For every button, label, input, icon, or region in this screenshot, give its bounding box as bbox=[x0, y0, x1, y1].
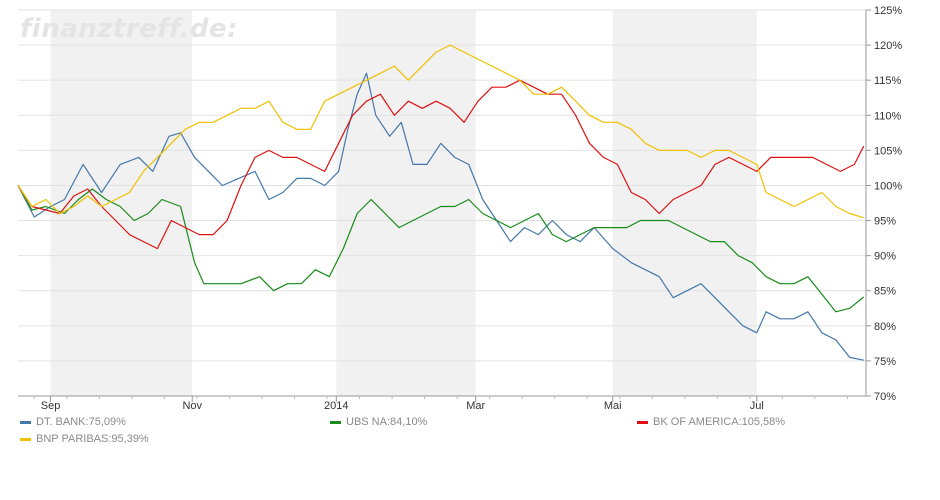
legend-label: BNP PARIBAS bbox=[36, 433, 111, 445]
legend-swatch bbox=[330, 420, 341, 424]
legend-label: DT. BANK bbox=[36, 416, 89, 428]
legend-item-ubs-na[interactable]: UBS NA 84,10% bbox=[330, 416, 427, 428]
y-tick-label: 100% bbox=[874, 180, 902, 192]
x-tick-label: Mai bbox=[604, 400, 622, 412]
legend-item-bk-of-america[interactable]: BK OF AMERICA 105,58% bbox=[637, 416, 785, 428]
axes: 125% 120% 115% 110% 105% 100% 95% 90% 85% 80% 75% 7… bbox=[18, 5, 902, 412]
watermark: finanztreff.de: bbox=[20, 14, 239, 44]
legend-value: 95,39% bbox=[111, 433, 149, 445]
legend-value: 75,09% bbox=[88, 416, 126, 428]
y-tick-label: 110% bbox=[874, 110, 902, 122]
y-tick-label: 75% bbox=[874, 356, 896, 368]
y-tick-label: 125% bbox=[874, 5, 902, 17]
legend-label: UBS NA bbox=[346, 416, 390, 428]
shaded-bands bbox=[50, 10, 757, 396]
y-tick-label: 80% bbox=[874, 321, 896, 333]
y-tick-label: 105% bbox=[874, 145, 902, 157]
legend-label: BK OF AMERICA bbox=[653, 416, 742, 428]
y-tick-label: 115% bbox=[874, 75, 902, 87]
x-tick-label: Nov bbox=[182, 400, 202, 412]
series-line-bnp-paribas bbox=[17, 44, 864, 219]
series-line-bk-of-america bbox=[17, 79, 865, 250]
legend-item-bnp-paribas[interactable]: BNP PARIBAS 95,39% bbox=[20, 433, 149, 445]
series-line-dt-bank bbox=[17, 72, 864, 361]
x-tick-label: Mar bbox=[466, 400, 485, 412]
legend: DT. BANK 75,09% UBS NA 84,10% BK OF AMER… bbox=[20, 416, 920, 456]
shaded-band bbox=[336, 10, 476, 396]
y-tick-label: 120% bbox=[874, 40, 902, 52]
series-lines bbox=[17, 44, 865, 361]
legend-value: 105,58% bbox=[741, 416, 786, 428]
legend-swatch bbox=[20, 437, 31, 441]
y-tick-label: 85% bbox=[874, 286, 896, 298]
y-tick-label: 90% bbox=[874, 251, 896, 263]
legend-swatch bbox=[637, 420, 648, 424]
legend-item-dt-bank[interactable]: DT. BANK 75,09% bbox=[20, 416, 126, 428]
shaded-band bbox=[612, 10, 757, 396]
x-tick-label: Jul bbox=[750, 400, 764, 412]
x-tick-label: Sep bbox=[41, 400, 61, 412]
series-line-ubs-na bbox=[17, 185, 865, 313]
y-tick-label: 95% bbox=[874, 216, 896, 228]
y-tick-label: 70% bbox=[874, 391, 896, 403]
legend-swatch bbox=[20, 420, 31, 424]
x-tick-label: 2014 bbox=[324, 400, 348, 412]
legend-value: 84,10% bbox=[390, 416, 428, 428]
